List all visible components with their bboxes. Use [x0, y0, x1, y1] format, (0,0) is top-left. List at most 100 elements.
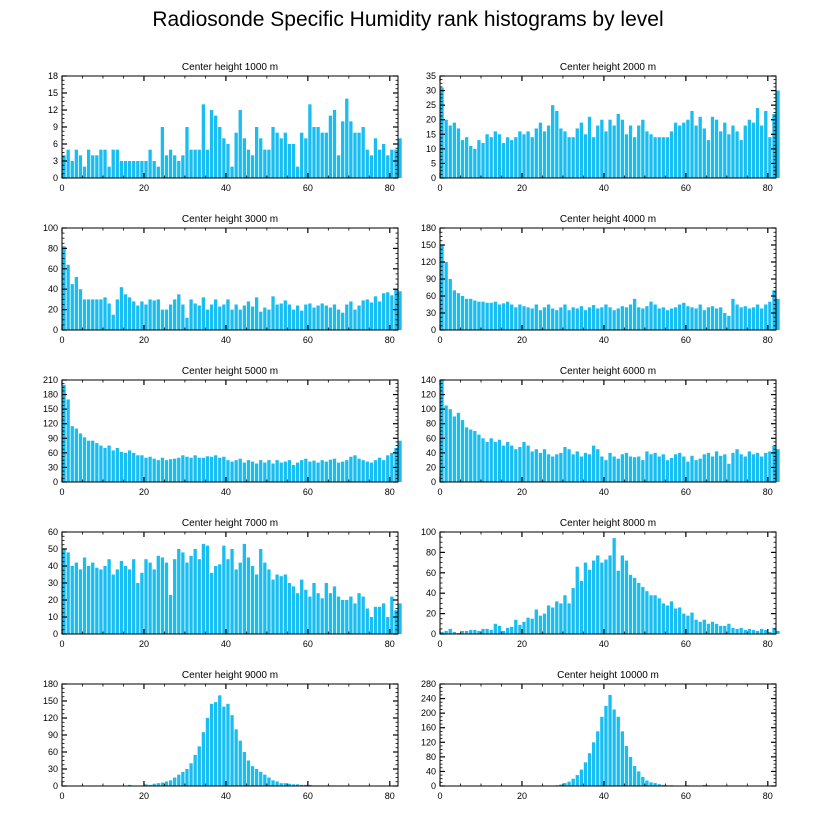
y-tick-label: 0 [431, 477, 436, 487]
bar [604, 304, 608, 330]
x-tick-label: 60 [681, 335, 691, 345]
bar [316, 305, 320, 330]
bar [209, 110, 214, 178]
bar [493, 301, 497, 330]
y-tick-label: 20 [426, 609, 436, 619]
bar [587, 753, 592, 786]
bar [107, 303, 111, 330]
bar [567, 310, 571, 330]
y-tick-label: 0 [53, 781, 58, 791]
bar [673, 608, 678, 634]
bar [563, 447, 567, 482]
bar [620, 731, 624, 786]
bar [168, 780, 173, 786]
bar [567, 603, 571, 634]
bar [222, 138, 226, 178]
bar [91, 299, 95, 330]
bar [714, 308, 719, 330]
bar [743, 629, 747, 634]
y-tick-label: 30 [426, 308, 436, 318]
y-tick-label: 150 [43, 404, 58, 414]
bar [181, 771, 185, 786]
bar [300, 579, 304, 634]
bar [312, 127, 316, 178]
bar [464, 298, 469, 330]
bar [727, 463, 731, 482]
bar [218, 457, 222, 482]
y-tick-label: 140 [421, 375, 436, 385]
y-tick-label: 20 [426, 115, 436, 125]
bar [353, 132, 357, 178]
bar [185, 456, 189, 482]
bar [669, 131, 674, 178]
panel-subtitle: Center height 9000 m [182, 670, 278, 681]
bar [628, 304, 633, 330]
bar [78, 569, 83, 634]
plot-frame [439, 683, 777, 787]
bar [694, 125, 698, 178]
bar [637, 771, 641, 786]
y-tick-label: 40 [48, 561, 58, 571]
x-tick-label: 80 [385, 791, 395, 801]
bar [645, 306, 649, 330]
bar [357, 593, 361, 634]
bar [755, 304, 760, 330]
bar [563, 783, 567, 786]
bar [226, 144, 230, 178]
bar [324, 132, 328, 178]
bar [136, 161, 140, 178]
x-tick-label: 0 [437, 183, 442, 193]
bar [271, 296, 275, 330]
y-tick-label: 120 [43, 419, 58, 429]
bar [657, 598, 661, 634]
bar [669, 308, 674, 330]
bar [505, 441, 510, 482]
bar [612, 709, 616, 786]
bar [160, 309, 165, 330]
bar [546, 605, 551, 634]
bar [546, 454, 551, 482]
bar [760, 308, 764, 330]
bar [764, 452, 768, 482]
bar [119, 161, 124, 178]
bar [279, 576, 283, 634]
bar [501, 630, 506, 634]
x-tick-label: 60 [303, 335, 313, 345]
bar [275, 304, 279, 330]
bar [661, 454, 665, 482]
bar [608, 307, 612, 330]
y-tick-label: 9 [53, 122, 58, 132]
bar [263, 562, 267, 634]
bar [218, 564, 222, 634]
bar [448, 279, 452, 330]
bar [168, 149, 173, 178]
bar [563, 595, 567, 634]
bar [551, 456, 555, 482]
bar [95, 567, 99, 634]
x-tick-label: 0 [59, 639, 64, 649]
bar [328, 307, 333, 330]
y-tick-label: 0 [53, 477, 58, 487]
bar [156, 166, 160, 178]
bar [238, 309, 242, 330]
bar [144, 457, 148, 482]
bar [70, 284, 74, 330]
bar [485, 134, 489, 178]
bar [164, 460, 169, 482]
bar [320, 598, 324, 634]
bar [197, 149, 201, 178]
bar [452, 290, 456, 330]
bar [481, 143, 485, 178]
bar [91, 155, 95, 178]
bar [596, 125, 600, 178]
x-tick-label: 80 [385, 487, 395, 497]
bar [295, 593, 300, 634]
bar [382, 460, 386, 482]
bar [168, 304, 173, 330]
bar [628, 456, 633, 482]
y-tick-label: 60 [426, 568, 436, 578]
bar [218, 127, 222, 178]
bar [214, 115, 218, 178]
bar [123, 452, 128, 482]
bar [452, 416, 456, 482]
